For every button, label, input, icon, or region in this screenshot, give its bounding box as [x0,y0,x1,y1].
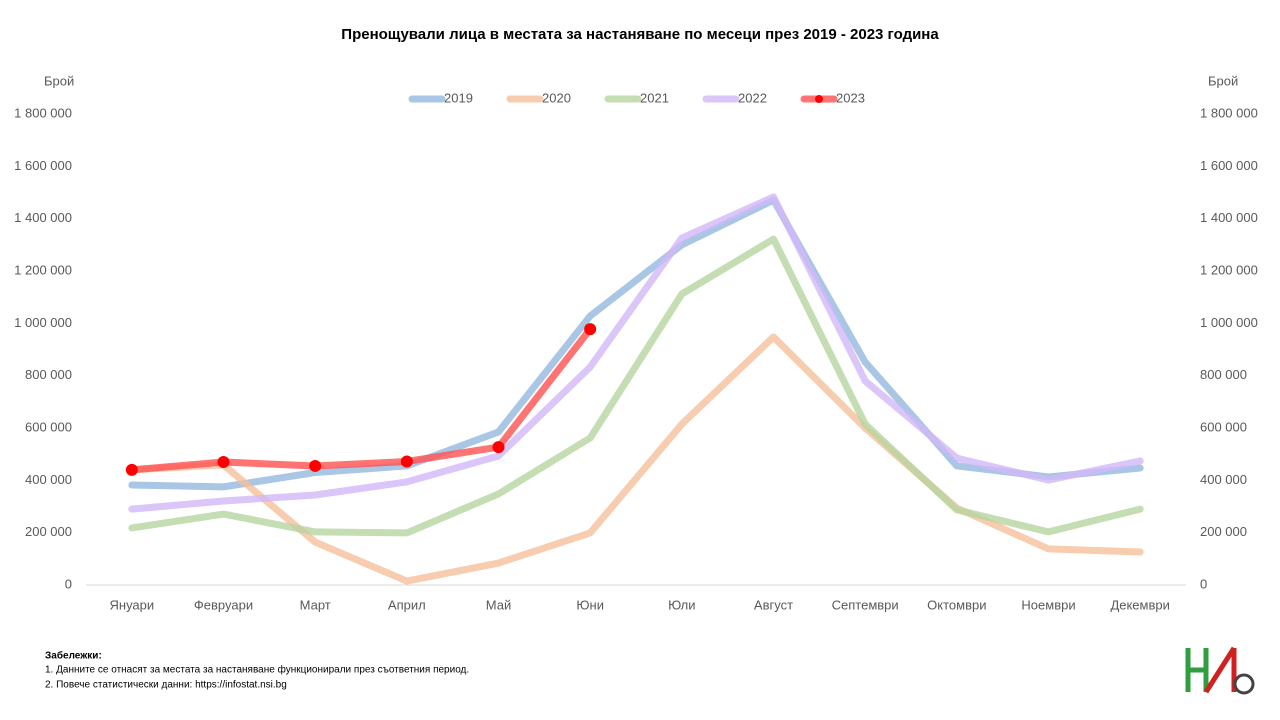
series-line [128,235,1144,537]
notes-title: Забележки: [45,650,102,662]
y-axis-label: Брой [44,73,74,88]
series-marker [217,456,230,469]
series-line [128,333,1144,585]
y2-tick-label: 1 600 000 [1200,158,1258,173]
x-tick-label: Август [754,597,793,612]
y-tick-label: 800 000 [25,367,72,382]
y-tick-label: 1 200 000 [14,262,72,277]
note: 1. Данните се отнасят за местата за наст… [45,664,469,676]
x-tick-label: Февруари [194,597,253,612]
series-line [128,193,1144,513]
legend-label: 2023 [836,90,865,105]
note: 2. Повече статистически данни: https://i… [45,680,287,691]
x-tick-label: Май [486,597,511,612]
legend-label: 2019 [444,90,473,105]
y-tick-label: 400 000 [25,472,72,487]
series-marker [309,459,322,472]
y-tick-label: 1 400 000 [14,210,72,225]
x-tick-label: Ноември [1021,597,1075,612]
series-marker [125,463,138,476]
x-tick-label: Юли [668,597,695,612]
y2-tick-label: 200 000 [1200,524,1247,539]
y2-tick-label: 1 000 000 [1200,315,1258,330]
legend-label: 2020 [542,90,571,105]
y2-tick-label: 800 000 [1200,367,1247,382]
legend-label: 2022 [738,90,767,105]
legend-label: 2021 [640,90,669,105]
y-tick-label: 600 000 [25,419,72,434]
x-tick-label: Октомври [927,597,986,612]
logo [1185,646,1255,695]
y2-tick-label: 1 800 000 [1200,105,1258,120]
y-tick-label: 1 800 000 [14,105,72,120]
y-tick-label: 1 000 000 [14,315,72,330]
y2-axis-label: Брой [1208,73,1238,88]
series-marker [492,441,505,454]
series-marker [584,323,597,336]
y-tick-label: 0 [65,576,72,591]
x-tick-label: Април [388,597,426,612]
y2-tick-label: 600 000 [1200,419,1247,434]
x-tick-label: Януари [110,597,155,612]
x-tick-label: Юни [576,597,604,612]
y2-tick-label: 400 000 [1200,472,1247,487]
series-line [128,325,594,474]
y2-tick-label: 1 400 000 [1200,210,1258,225]
y2-tick-label: 0 [1200,576,1207,591]
y2-tick-label: 1 200 000 [1200,262,1258,277]
x-tick-label: Март [300,597,331,612]
y-tick-label: 200 000 [25,524,72,539]
x-tick-label: Септември [832,597,899,612]
y-tick-label: 1 600 000 [14,158,72,173]
series-marker [400,455,413,468]
x-tick-label: Декември [1110,597,1169,612]
series-line [128,196,1144,491]
legend-marker [815,95,823,103]
chart-title: Пренощували лица в местата за настаняван… [341,26,939,43]
